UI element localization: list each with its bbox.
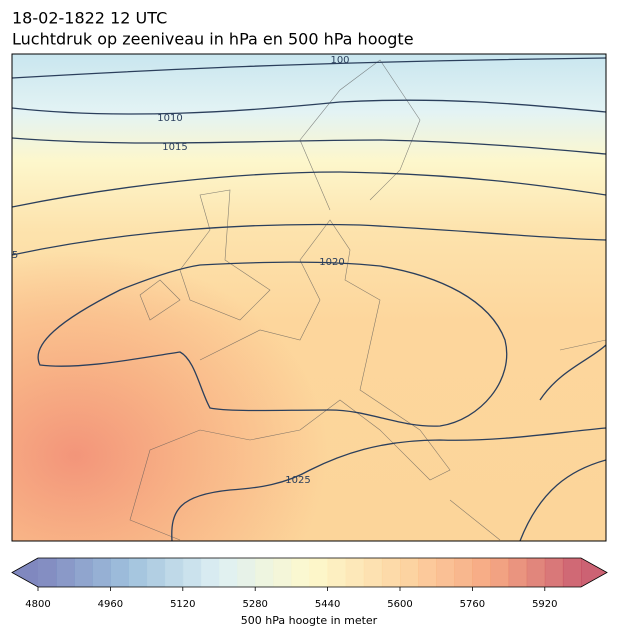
contour-label: 1020 — [319, 257, 344, 268]
colorbar: 4800 4960 5120 5280 5440 5600 5760 5920 — [11, 557, 608, 610]
colorbar-extend-low — [12, 558, 38, 587]
colorbar-segment — [508, 558, 528, 587]
contour-labels: 100 1010 1015 1020 1025 5 — [12, 55, 350, 486]
colorbar-tick-label: 5760 — [460, 599, 485, 610]
colorbar-outline — [11, 557, 608, 588]
contour-label: 1025 — [285, 475, 310, 486]
colorbar-segment — [472, 558, 491, 587]
colorbar-segment — [38, 558, 57, 587]
colorbar-tick-label: 4800 — [25, 599, 50, 610]
colorbar-segment — [345, 558, 365, 587]
colorbar-segment — [219, 558, 238, 587]
colorbar-segment — [182, 558, 202, 587]
colorbar-label: 500 hPa hoogte in meter — [241, 614, 378, 627]
colorbar-tick-label: 4960 — [98, 599, 123, 610]
colorbar-segment — [562, 558, 582, 587]
contour-label: 100 — [330, 55, 349, 66]
colorbar-segment — [273, 558, 292, 587]
colorbar-segment — [237, 558, 256, 587]
map-frame — [11, 53, 607, 542]
colorbar-segment — [164, 558, 184, 587]
colorbar-segment — [128, 558, 148, 587]
colorbar-segment — [381, 558, 401, 587]
colorbar-segment — [110, 558, 129, 587]
colorbar-tick-label: 5600 — [387, 599, 412, 610]
map: 100 1010 1015 1020 1025 5 — [12, 54, 606, 541]
colorbar-segment — [526, 558, 546, 587]
colorbar-segment — [74, 558, 93, 587]
colorbar-segment — [544, 558, 564, 587]
colorbar-segment — [255, 558, 274, 587]
colorbar-segment — [92, 558, 111, 587]
colorbar-tick-label: 5440 — [315, 599, 340, 610]
colorbar-segment — [309, 558, 329, 587]
colorbar-segment — [327, 558, 347, 587]
colorbar-segment — [454, 558, 473, 587]
colorbar-segment — [490, 558, 510, 587]
colorbar-tick-label: 5920 — [532, 599, 557, 610]
contour-label: 5 — [12, 250, 18, 261]
height-field-warm — [12, 200, 432, 541]
colorbar-segment — [418, 558, 437, 587]
colorbar-tick-label: 5280 — [242, 599, 267, 610]
colorbar-segment — [291, 558, 310, 587]
colorbar-segment — [200, 558, 220, 587]
colorbar-tick-label: 5120 — [170, 599, 195, 610]
colorbar-segment — [146, 558, 166, 587]
contour-label: 1010 — [157, 113, 182, 124]
colorbar-segment — [436, 558, 455, 587]
colorbar-extend-high — [581, 558, 607, 587]
contour-label: 1015 — [162, 142, 187, 153]
subtitle: Luchtdruk op zeeniveau in hPa en 500 hPa… — [12, 30, 414, 49]
colorbar-segment — [400, 558, 419, 587]
title: 18-02-1822 12 UTC — [12, 9, 167, 28]
colorbar-segment — [56, 558, 75, 587]
colorbar-segment — [363, 558, 383, 587]
